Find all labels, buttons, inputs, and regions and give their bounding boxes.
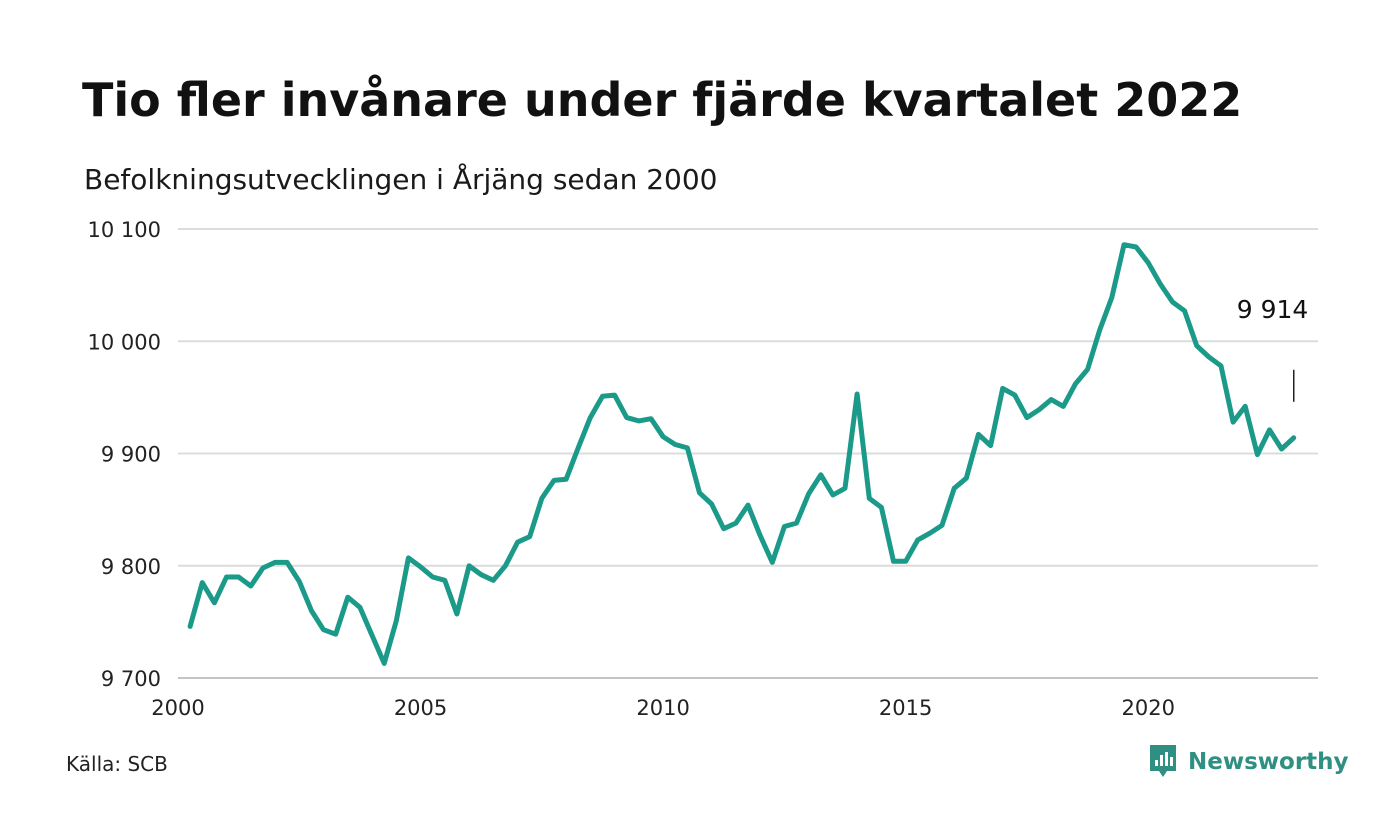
chart-title: Tio fler invånare under fjärde kvartalet… [82,73,1243,127]
source-note: Källa: SCB [66,752,168,776]
y-tick-label: 10 000 [88,330,161,354]
line-chart: 9 700 9 800 9 900 10 000 10 100 2000 2005 2010… [88,218,1318,720]
y-tick-label: 9 700 [101,667,161,691]
x-tick-label: 2010 [636,696,689,720]
y-tick-label: 9 900 [101,443,161,467]
brand-logo: Newsworthy [1148,743,1349,781]
x-tick-label: 2005 [394,696,447,720]
chart-subtitle: Befolkningsutvecklingen i Årjäng sedan 2… [84,163,718,196]
x-tick-label: 2000 [151,696,204,720]
x-tick-label: 2020 [1121,696,1174,720]
gridlines [178,228,1318,679]
y-tick-label: 9 800 [101,555,161,579]
end-value-label: 9 914 [1237,295,1309,324]
end-annotation: 9 914 [1237,295,1309,402]
newsworthy-logo-icon [1150,745,1176,777]
y-tick-label: 10 100 [88,218,161,242]
x-tick-label: 2015 [879,696,932,720]
x-axis-ticks: 2000 2005 2010 2015 2020 [151,696,1175,720]
series-line [187,242,1297,666]
series-group [187,242,1297,666]
y-axis-ticks: 9 700 9 800 9 900 10 000 10 100 [88,218,161,691]
brand-name: Newsworthy [1188,749,1349,775]
